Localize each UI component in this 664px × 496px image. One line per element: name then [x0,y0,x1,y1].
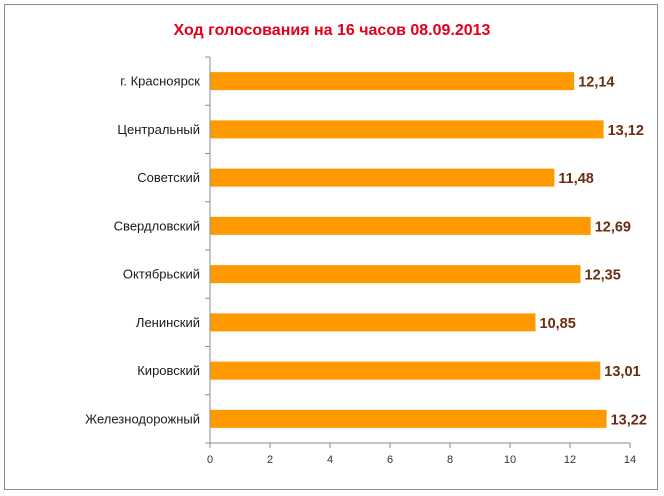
value-label: 12,35 [585,268,621,284]
x-tick-label: 2 [267,454,273,466]
category-label: Советский [137,170,200,185]
x-tick-label: 10 [504,454,516,466]
category-label: Железнодорожный [85,411,200,426]
value-label: 12,14 [578,75,614,91]
category-label: г. Красноярск [120,74,200,89]
x-tick-label: 12 [564,454,576,466]
bar [210,120,604,139]
value-label: 12,69 [595,219,631,235]
value-label: 13,12 [608,123,644,139]
bar [210,409,607,428]
chart-title: Ход голосования на 16 часов 08.09.2013 [173,22,491,39]
x-tick-label: 0 [207,454,213,466]
category-label: Кировский [137,363,200,378]
x-tick-label: 6 [387,454,393,466]
value-label: 11,48 [558,171,594,187]
bar [210,216,591,235]
bar [210,168,555,187]
value-label: 13,01 [604,364,640,380]
bar [210,313,536,332]
category-label: Центральный [117,122,200,137]
category-label: Ленинский [136,315,200,330]
value-label: 13,22 [611,412,647,428]
bar [210,265,581,284]
category-label: Октябрьский [123,267,200,282]
value-label: 10,85 [540,316,576,332]
x-tick-label: 4 [327,454,333,466]
category-label: Свердловский [114,218,200,233]
bar [210,72,575,91]
x-tick-label: 14 [624,454,636,466]
bar [210,361,601,380]
x-tick-label: 8 [447,454,453,466]
